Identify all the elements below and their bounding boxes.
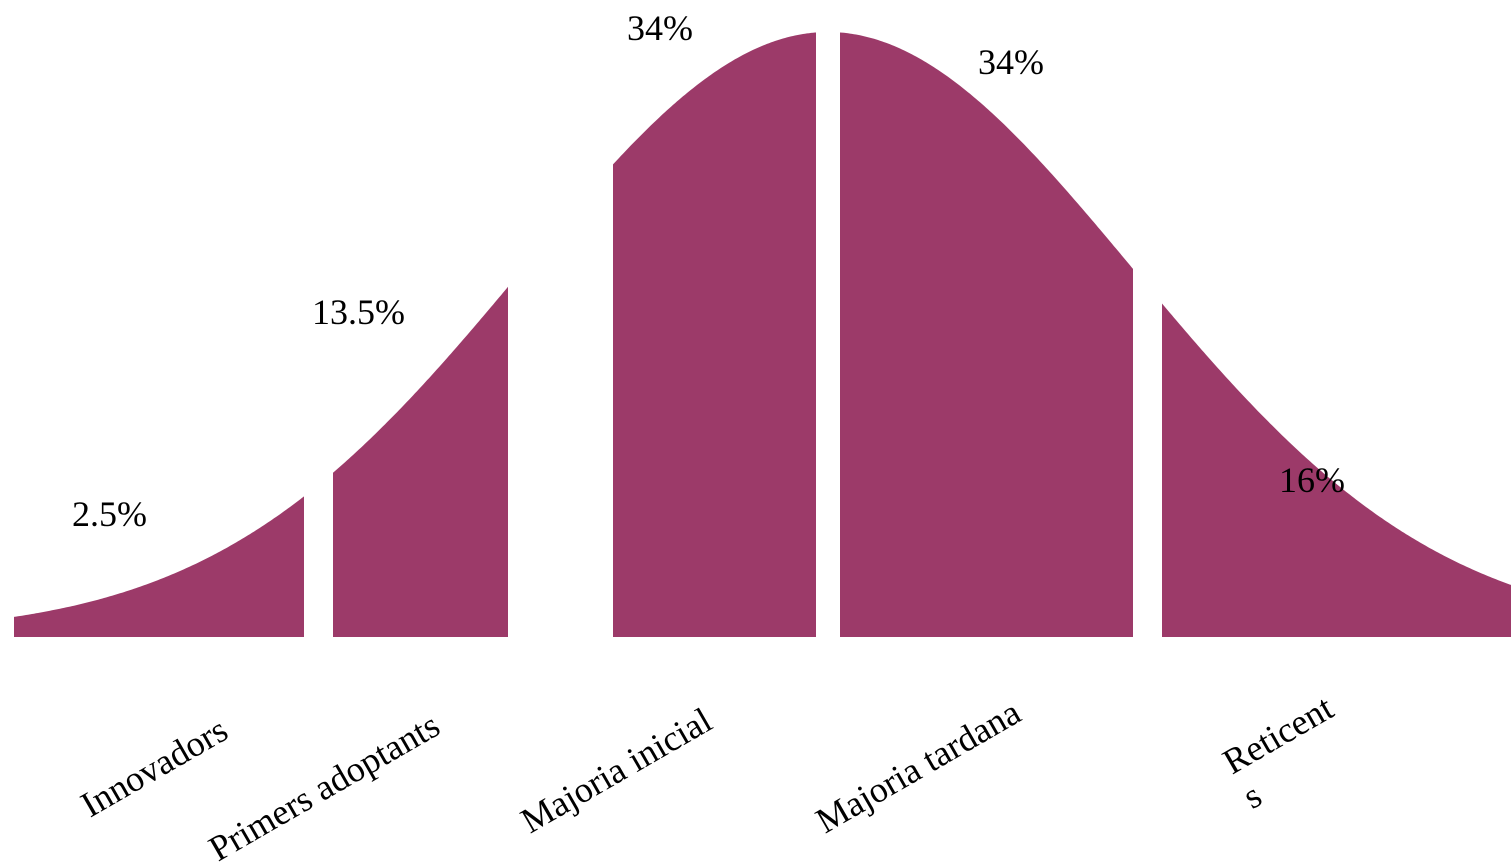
category-labels: Innovadors Primers adoptants Majoria ini… xyxy=(74,683,1368,867)
percent-label-reticents: 16% xyxy=(1279,460,1345,500)
category-label-primers-adoptants: Primers adoptants xyxy=(202,705,446,867)
category-label-reticents: Reticent s xyxy=(1216,683,1368,817)
percent-labels: 2.5% 13.5% 34% 34% 16% xyxy=(72,8,1345,534)
percent-label-majoria-inicial: 34% xyxy=(627,8,693,48)
percent-label-primers-adoptants: 13.5% xyxy=(312,292,405,332)
segment-reticents xyxy=(1162,303,1511,637)
category-label-majoria-tardana: Majoria tardana xyxy=(809,692,1027,841)
segment-primers-adoptants xyxy=(333,286,508,637)
category-label-majoria-inicial: Majoria inicial xyxy=(514,700,718,841)
percent-label-majoria-tardana: 34% xyxy=(978,42,1044,82)
category-label-innovadors: Innovadors xyxy=(74,709,234,825)
percent-label-innovadors: 2.5% xyxy=(72,494,147,534)
segment-majoria-inicial xyxy=(613,32,816,637)
segment-majoria-tardana xyxy=(840,32,1133,637)
segment-innovadors xyxy=(14,496,304,637)
curve-segments xyxy=(14,32,1511,637)
